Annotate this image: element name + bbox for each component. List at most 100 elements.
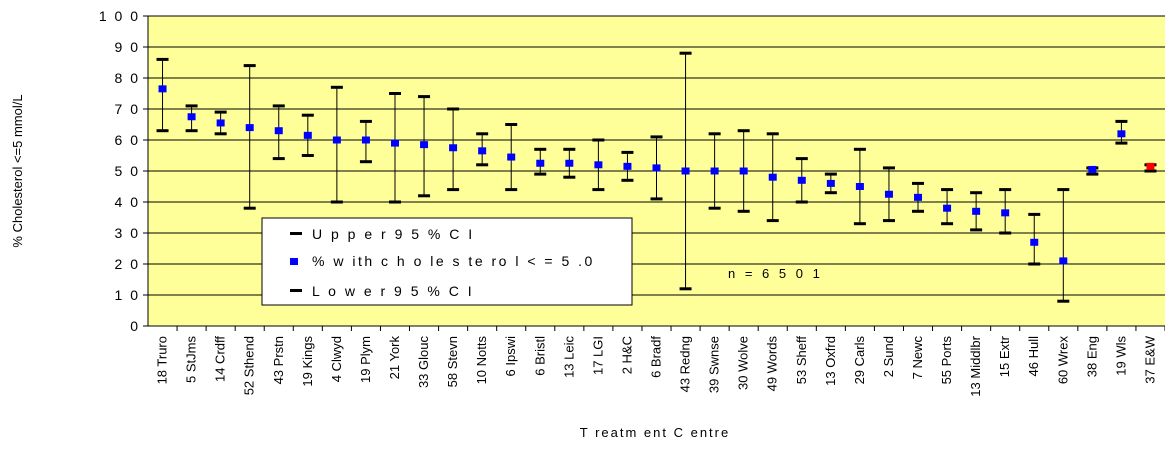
- lower-ci-marker: [388, 200, 401, 204]
- mean-marker: [594, 161, 603, 169]
- upper-ci-marker: [737, 129, 750, 133]
- upper-ci-marker: [330, 85, 343, 89]
- lower-ci-marker: [882, 219, 895, 223]
- x-tick-label: 15 Extr: [997, 335, 1012, 377]
- legend-lower-marker: [290, 289, 302, 292]
- legend: U p p e r 9 5 % C I % w ith c h o le s t…: [261, 217, 633, 306]
- y-tick-label: 2 0: [115, 256, 140, 272]
- mean-marker: [536, 159, 545, 167]
- x-tick-label: 19 Kings: [300, 336, 315, 387]
- lower-ci-marker: [156, 129, 169, 133]
- lower-ci-marker: [1115, 141, 1128, 145]
- highlighted-mean-marker: [1146, 162, 1155, 170]
- lower-ci-marker: [766, 219, 779, 223]
- mean-marker: [739, 167, 748, 175]
- x-tick-label: 21 York: [387, 336, 402, 380]
- lower-ci-marker: [1028, 262, 1041, 266]
- legend-lower-label: L o w e r 9 5 % C I: [312, 283, 474, 299]
- x-tick-label: 19 Plym: [358, 336, 373, 383]
- lower-ci-marker: [243, 206, 256, 210]
- upper-ci-marker: [795, 157, 808, 161]
- mean-marker: [884, 190, 893, 198]
- y-tick-label: 5 0: [115, 163, 140, 179]
- upper-ci-marker: [534, 147, 547, 151]
- upper-ci-marker: [243, 64, 256, 68]
- x-tick-label: 18 Truro: [155, 336, 170, 384]
- x-tick-label: 43 Redng: [678, 336, 693, 392]
- upper-ci-marker: [592, 138, 605, 142]
- y-tick-label: 1 0 0: [99, 8, 140, 24]
- x-tick-label: 6 Ipswi: [503, 336, 518, 377]
- mean-marker: [623, 162, 632, 170]
- upper-ci-marker: [824, 172, 837, 176]
- upper-ci-marker: [708, 132, 721, 136]
- mean-marker: [826, 179, 835, 187]
- lower-ci-marker: [534, 172, 547, 176]
- x-tick-label: 43 Prstn: [271, 336, 286, 384]
- x-tick-label: 7 Newc: [910, 336, 925, 380]
- x-tick-label: 60 Wrex: [1055, 336, 1070, 385]
- upper-ci-marker: [941, 188, 954, 192]
- mean-marker: [797, 176, 806, 184]
- lower-ci-marker: [1086, 172, 1099, 176]
- mean-marker: [332, 136, 341, 144]
- upper-ci-marker: [999, 188, 1012, 192]
- mean-marker: [274, 127, 283, 135]
- sample-size-annotation: n = 6 5 0 1: [728, 266, 823, 281]
- mean-marker: [855, 183, 864, 190]
- x-tick-label: 17 LGI: [590, 336, 605, 375]
- x-tick-label: 46 Hull: [1026, 336, 1041, 377]
- lower-ci-marker: [214, 132, 227, 136]
- upper-ci-marker: [563, 147, 576, 151]
- x-tick-labels: 18 Truro 5 StJms 14 Crdff 52 Sthend 43 Prstn…: [155, 326, 1165, 397]
- y-tick-label: 8 0: [115, 70, 140, 86]
- lower-ci-marker: [795, 200, 808, 204]
- upper-ci-marker: [447, 107, 460, 111]
- upper-ci-marker: [1028, 212, 1041, 216]
- lower-ci-marker: [708, 206, 721, 210]
- x-tick-label: 14 Crdff: [213, 336, 228, 382]
- mean-marker: [390, 139, 399, 147]
- mean-marker: [420, 141, 429, 149]
- mean-marker: [681, 167, 690, 175]
- lower-ci-marker: [970, 228, 983, 232]
- x-tick-label: 13 Oxfrd: [823, 336, 838, 386]
- upper-ci-marker: [766, 132, 779, 136]
- mean-marker: [565, 159, 574, 167]
- upper-ci-marker: [1057, 188, 1070, 192]
- mean-marker: [710, 167, 719, 175]
- upper-ci-marker: [359, 119, 372, 123]
- x-tick-label: 33 Glouc: [416, 336, 431, 389]
- upper-ci-marker: [882, 166, 895, 170]
- mean-marker: [449, 144, 458, 152]
- x-tick-label: 29 Carls: [852, 336, 867, 385]
- x-tick-label: 53 Sheff: [794, 336, 809, 385]
- x-tick-label: 30 Wolve: [736, 336, 751, 390]
- x-tick-label: 4 Clwyd: [329, 336, 344, 382]
- upper-ci-marker: [388, 92, 401, 95]
- y-tick-label: 4 0: [115, 194, 140, 210]
- x-tick-label: 19 Wls: [1113, 336, 1128, 376]
- upper-ci-marker: [621, 150, 634, 154]
- legend-mean-label: % w ith c h o le s te ro l < = 5 .0: [312, 253, 595, 269]
- y-tick-label: 6 0: [115, 132, 140, 148]
- mean-marker: [914, 193, 923, 201]
- x-tick-label: 13 Middlbr: [968, 335, 983, 396]
- lower-ci-marker: [330, 200, 343, 204]
- lower-ci-marker: [650, 197, 663, 201]
- lower-ci-marker: [621, 178, 634, 182]
- lower-ci-marker: [853, 222, 866, 226]
- y-tick-label: 1 0: [115, 287, 140, 303]
- y-tick-label: 7 0: [115, 101, 140, 117]
- mean-marker: [1030, 238, 1039, 246]
- mean-marker: [1117, 130, 1126, 138]
- lower-ci-marker: [418, 194, 431, 198]
- upper-ci-marker: [679, 51, 692, 55]
- y-tick-label: 3 0: [115, 225, 140, 241]
- mean-marker: [768, 173, 777, 181]
- legend-upper-marker: [290, 232, 302, 235]
- lower-ci-marker: [185, 129, 198, 133]
- lower-ci-marker: [447, 188, 460, 192]
- lower-ci-marker: [272, 157, 285, 161]
